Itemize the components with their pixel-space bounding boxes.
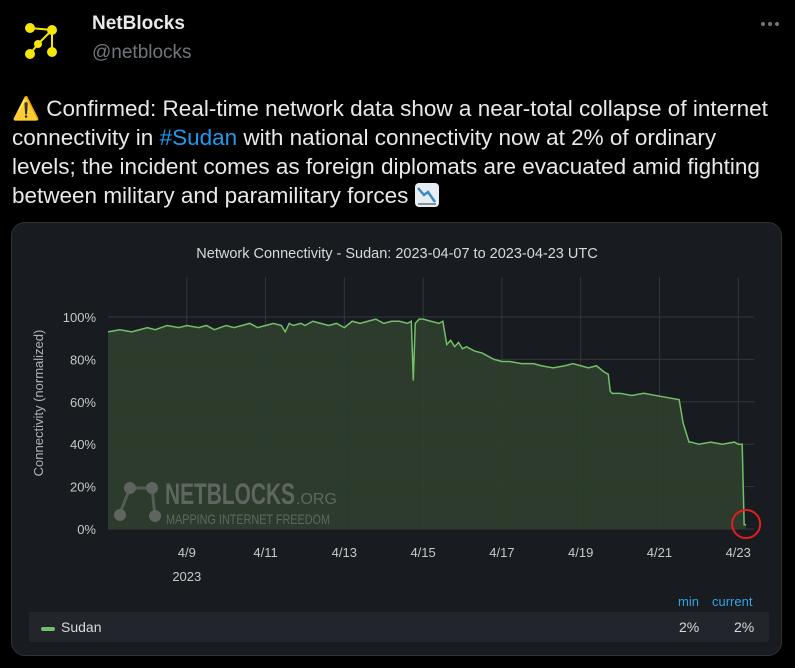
x-tick-label: 4/9: [178, 545, 196, 560]
watermark-logo-icon: [114, 482, 161, 522]
legend-current-header: current: [712, 594, 753, 609]
hashtag-link[interactable]: #Sudan: [159, 125, 238, 150]
author-handle[interactable]: @netblocks: [92, 42, 192, 63]
connectivity-chart: Network Connectivity - Sudan: 2023-04-07…: [31, 246, 762, 584]
legend-min-header: min: [678, 594, 699, 609]
connectivity-area: [108, 319, 747, 529]
x-tick-label: 4/17: [489, 545, 514, 560]
y-tick-label: 60%: [70, 395, 96, 410]
x-tick-label: 4/15: [410, 545, 435, 560]
tweet-text: ⚠️ Confirmed: Real-time network data sho…: [12, 94, 782, 210]
chart-decreasing-icon: [414, 183, 439, 207]
netblocks-watermark: NETBLOCKS .ORG MAPPING INTERNET FREEDOM: [114, 478, 337, 527]
y-tick-label: 20%: [70, 480, 96, 495]
avatar[interactable]: [12, 10, 72, 70]
x-tick-label: 4/19: [568, 545, 593, 560]
highlight-circle: [731, 509, 762, 539]
legend-min-value: 2%: [679, 619, 700, 635]
tweet-text-end: with national connectivity now at 2% of …: [12, 125, 760, 208]
watermark-tagline: MAPPING INTERNET FREEDOM: [166, 511, 330, 527]
more-options-icon[interactable]: [756, 14, 784, 34]
tweet-text-start: ⚠️ Confirmed: Real-time network data sho…: [12, 96, 768, 150]
x-tick-label: 4/21: [647, 545, 672, 560]
x-tick-label: 4/13: [332, 545, 357, 560]
watermark-suffix: .ORG: [296, 491, 337, 508]
chart-image-card[interactable]: Network Connectivity - Sudan: 2023-04-07…: [11, 222, 782, 656]
x-tick-label: 4/23: [726, 545, 751, 560]
y-axis-label: Connectivity (normalized): [31, 330, 46, 477]
watermark-brand: NETBLOCKS: [165, 478, 295, 511]
y-tick-label: 40%: [70, 437, 96, 452]
x-tick-label: 4/11: [253, 545, 277, 560]
y-tick-label: 100%: [63, 310, 97, 325]
legend-row-sudan[interactable]: Sudan 2% 2%: [29, 612, 769, 642]
series-line-sudan: [107, 318, 747, 526]
author-name[interactable]: NetBlocks: [92, 13, 185, 34]
y-tick-label: 0%: [77, 522, 96, 537]
y-tick-label: 80%: [70, 352, 96, 367]
chart-title: Network Connectivity - Sudan: 2023-04-07…: [196, 246, 597, 262]
netblocks-logo-icon: [25, 23, 57, 59]
legend-series-name: Sudan: [61, 619, 102, 635]
legend-swatch: [41, 627, 55, 631]
legend-current-value: 2%: [734, 619, 755, 635]
x-year-label: 2023: [172, 569, 201, 584]
